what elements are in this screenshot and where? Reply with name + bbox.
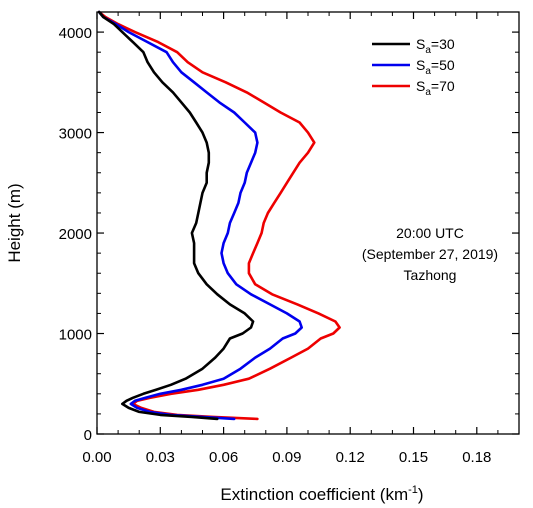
y-tick-label: 2000 xyxy=(59,226,92,243)
legend-label: Sa=70 xyxy=(416,78,455,98)
x-axis-title: Extinction coefficient (km-1) xyxy=(220,484,423,504)
legend-label: Sa=30 xyxy=(416,36,455,56)
x-tick-label: 0.03 xyxy=(146,449,175,466)
x-axis: 0.00 0.03 0.06 0.09 0.12 0.15 0.18 xyxy=(82,12,499,466)
y-tick-label: 1000 xyxy=(59,327,92,344)
annotation-site: Tazhong xyxy=(404,267,457,283)
x-tick-label: 0.09 xyxy=(272,449,301,466)
y-tick-label: 0 xyxy=(84,427,92,444)
annotation-time: 20:00 UTC xyxy=(396,225,464,241)
series-line xyxy=(97,10,304,421)
plot-frame xyxy=(96,11,520,435)
x-tick-label: 0.00 xyxy=(82,449,111,466)
y-tick-label: 4000 xyxy=(59,25,92,42)
x-tick-label: 0.15 xyxy=(399,449,428,466)
annotation: 20:00 UTC (September 27, 2019) Tazhong xyxy=(362,225,498,283)
series-line xyxy=(97,10,341,421)
x-tick-label: 0.12 xyxy=(336,449,365,466)
series-layer xyxy=(97,10,341,421)
series-line xyxy=(97,10,255,421)
x-tick-label: 0.18 xyxy=(462,449,491,466)
y-axis: 0 1000 2000 3000 4000 xyxy=(59,25,519,444)
y-tick-label: 3000 xyxy=(59,126,92,143)
annotation-date: (September 27, 2019) xyxy=(362,246,498,262)
x-tick-label: 0.06 xyxy=(209,449,238,466)
y-axis-title: Height (m) xyxy=(5,183,24,262)
legend-label: Sa=50 xyxy=(416,57,455,77)
